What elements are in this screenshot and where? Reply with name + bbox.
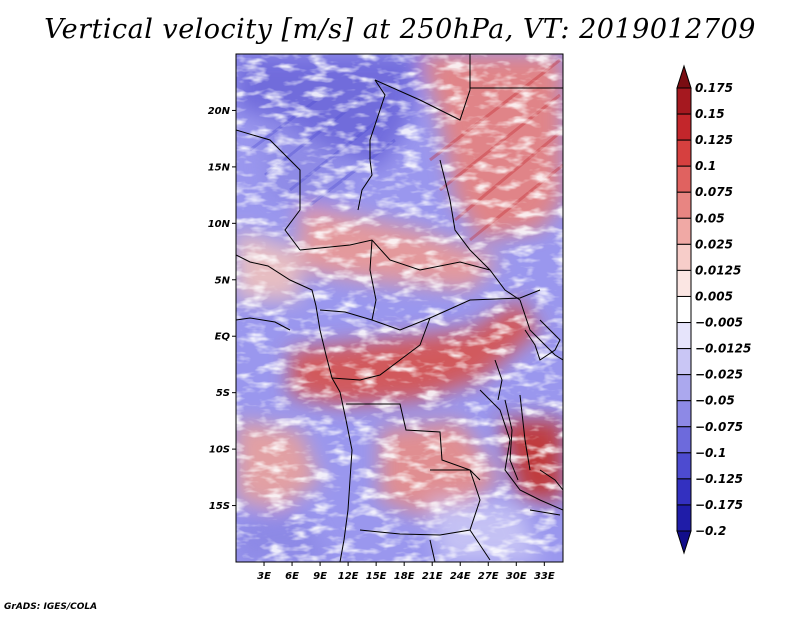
lon-label: 12E bbox=[338, 571, 359, 582]
colorbar-segment bbox=[676, 295, 692, 324]
map-title: Vertical velocity [m/s] at 250hPa, VT: 2… bbox=[44, 14, 756, 45]
colorbar-label: −0.05 bbox=[695, 394, 735, 408]
colorbar-segment bbox=[676, 322, 692, 350]
colorbar-segment bbox=[676, 504, 692, 532]
colorbar-label: 0.125 bbox=[695, 133, 733, 147]
lon-label: 9E bbox=[313, 571, 327, 582]
colorbar-segment bbox=[676, 374, 692, 402]
colorbar-label: 0.1 bbox=[695, 159, 716, 173]
lon-label: 30E bbox=[506, 571, 527, 582]
grads-credit: GrADS: IGES/COLA bbox=[4, 602, 98, 612]
colorbar-segment bbox=[676, 113, 692, 141]
lon-label: 27E bbox=[478, 571, 499, 582]
colorbar-segment bbox=[676, 452, 692, 480]
colorbar-label: 0.005 bbox=[695, 289, 733, 303]
longitude-axis: 3E 6E 9E 12E 15E 18E 21E 24E 27E 30E 33E bbox=[257, 562, 555, 582]
colorbar-segment bbox=[676, 217, 692, 245]
colorbar-segment bbox=[676, 348, 692, 376]
colorbar-label: −0.075 bbox=[695, 420, 743, 434]
lat-label: 10S bbox=[209, 445, 230, 456]
colorbar-label: −0.175 bbox=[695, 498, 743, 512]
lat-label: 5S bbox=[216, 388, 230, 399]
lon-label: 33E bbox=[534, 571, 555, 582]
lat-label: 20N bbox=[208, 106, 231, 117]
colorbar: 0.175 0.15 0.125 0.1 0.075 0.05 0.025 0.0125 0.0… bbox=[676, 64, 751, 555]
latitude-axis: 20N 15N 10N 5N EQ 5S 10S 15S bbox=[208, 106, 236, 512]
colorbar-label: 0.175 bbox=[695, 81, 733, 95]
colorbar-arrow-bottom bbox=[676, 530, 692, 555]
colorbar-label: 0.0125 bbox=[695, 263, 741, 277]
colorbar-label: −0.005 bbox=[695, 316, 743, 330]
lat-label: 15N bbox=[208, 162, 231, 173]
colorbar-segment bbox=[676, 400, 692, 428]
colorbar-segment bbox=[676, 269, 692, 297]
colorbar-label: −0.2 bbox=[695, 524, 726, 538]
colorbar-label: 0.025 bbox=[695, 237, 733, 251]
colorbar-segment bbox=[676, 426, 692, 454]
colorbar-label: −0.1 bbox=[695, 446, 726, 460]
colorbar-label: 0.05 bbox=[695, 211, 725, 225]
lat-label: 5N bbox=[215, 275, 231, 286]
colorbar-segment bbox=[676, 165, 692, 193]
lon-label: 21E bbox=[422, 571, 443, 582]
colorbar-segment bbox=[676, 87, 692, 115]
lat-label: EQ bbox=[215, 332, 231, 343]
country-borders bbox=[236, 54, 563, 562]
colorbar-label: −0.025 bbox=[695, 368, 743, 382]
lon-label: 15E bbox=[366, 571, 387, 582]
colorbar-arrow-top bbox=[676, 64, 692, 89]
lon-label: 24E bbox=[450, 571, 471, 582]
colorbar-label: −0.125 bbox=[695, 472, 743, 486]
lat-label: 15S bbox=[209, 501, 230, 512]
colorbar-label: 0.075 bbox=[695, 185, 733, 199]
lon-label: 6E bbox=[285, 571, 299, 582]
colorbar-label: 0.15 bbox=[695, 107, 725, 121]
colorbar-label: −0.0125 bbox=[695, 342, 751, 356]
colorbar-segment bbox=[676, 139, 692, 167]
colorbar-segment bbox=[676, 243, 692, 271]
velocity-field bbox=[236, 54, 563, 562]
map-frame bbox=[235, 53, 564, 563]
lon-label: 3E bbox=[257, 571, 271, 582]
colorbar-segment bbox=[676, 478, 692, 506]
colorbar-segment bbox=[676, 191, 692, 219]
lon-label: 18E bbox=[394, 571, 415, 582]
lat-label: 10N bbox=[208, 219, 231, 230]
